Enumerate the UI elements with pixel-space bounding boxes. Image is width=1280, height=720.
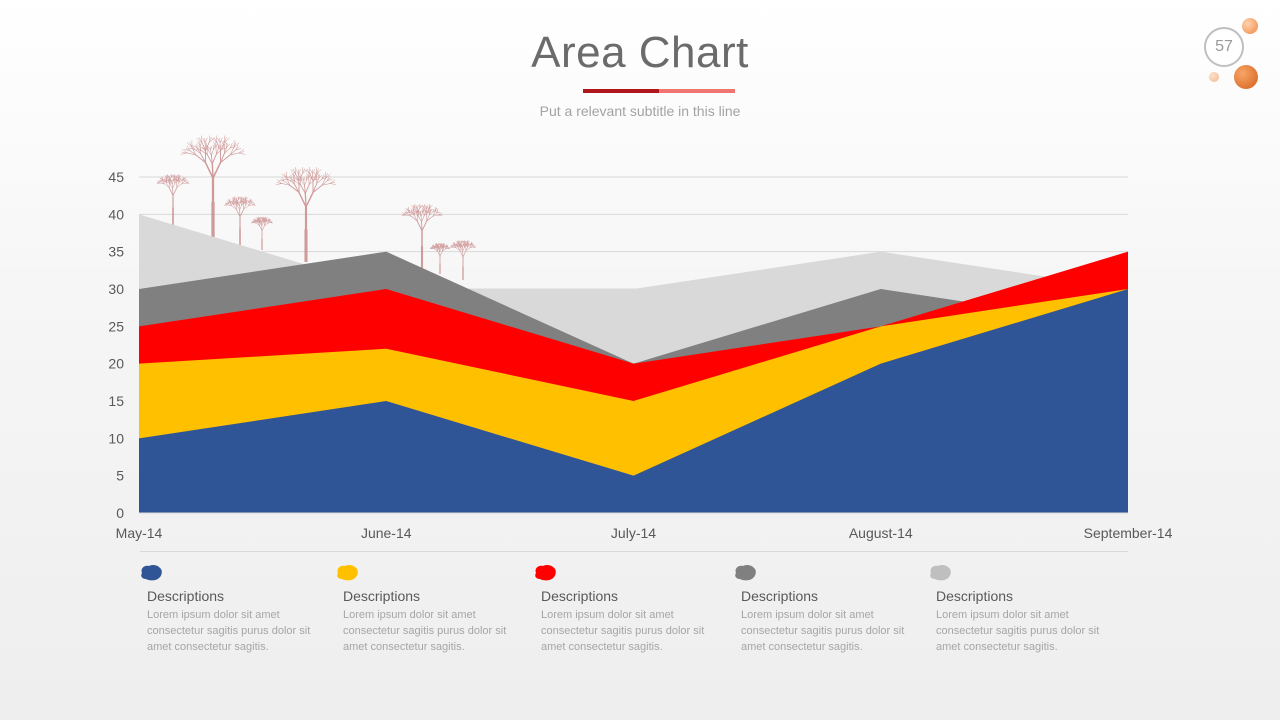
legend-swatch-icon	[535, 564, 556, 581]
x-tick-label: July-14	[611, 525, 656, 541]
underline-light-segment	[659, 89, 735, 93]
page-number-badge: 57	[1204, 27, 1244, 67]
area-chart: 0 5 10 15 20 25 30 35 40 45 May-14 June-14 July-14 Au…	[108, 135, 1173, 541]
chart-axes: 0 5 10 15 20 25 30 35 40 45 May-14 June-14 July-14 Au…	[108, 169, 1172, 541]
bare-tree-icon	[429, 242, 451, 274]
legend-description: Lorem ipsum dolor sit amet consectetur s…	[343, 609, 507, 653]
y-tick-label: 5	[116, 468, 124, 484]
page-subtitle: Put a relevant subtitle in this line	[539, 103, 741, 119]
legend-title: Descriptions	[343, 588, 421, 604]
bare-tree-icon	[251, 216, 273, 250]
y-tick-label: 25	[108, 318, 124, 334]
bare-tree-icon	[180, 135, 246, 237]
legend-description: Lorem ipsum dolor sit amet consectetur s…	[936, 609, 1100, 653]
legend-divider	[140, 551, 1128, 552]
legend-swatch-icon	[735, 564, 756, 581]
legend-swatch-icon	[141, 564, 162, 581]
decor-dot-top	[1242, 18, 1258, 34]
decor-dot-small	[1209, 72, 1219, 82]
y-tick-label: 40	[108, 206, 124, 222]
legend-title: Descriptions	[741, 588, 819, 604]
legend-swatch-icon	[337, 564, 358, 581]
title-underline	[583, 89, 735, 93]
legend-description: Lorem ipsum dolor sit amet consectetur s…	[147, 609, 311, 653]
legend-description: Lorem ipsum dolor sit amet consectetur s…	[741, 609, 905, 653]
legend-title: Descriptions	[147, 588, 225, 604]
x-tick-label: May-14	[116, 525, 163, 541]
tree-decoration	[156, 135, 476, 280]
y-tick-label: 35	[108, 244, 124, 260]
chart-areas	[139, 214, 1128, 514]
legend-description: Lorem ipsum dolor sit amet consectetur s…	[541, 609, 705, 653]
y-tick-label: 15	[108, 393, 124, 409]
y-tick-label: 10	[108, 430, 124, 446]
page-title: Area Chart	[531, 28, 749, 77]
y-tick-label: 20	[108, 356, 124, 372]
y-tick-label: 45	[108, 169, 124, 185]
legend-title: Descriptions	[936, 588, 1014, 604]
legend-title: Descriptions	[541, 588, 619, 604]
y-tick-label: 30	[108, 281, 124, 297]
bare-tree-icon	[401, 203, 443, 268]
bare-tree-icon	[156, 174, 190, 225]
page-number: 57	[1215, 38, 1233, 55]
legend-swatch-icon	[930, 564, 951, 581]
underline-dark-segment	[583, 89, 659, 93]
x-tick-label: August-14	[849, 525, 913, 541]
area-series-5	[139, 289, 1128, 513]
decor-dot-big	[1234, 65, 1258, 89]
y-tick-label: 0	[116, 505, 124, 521]
x-tick-label: June-14	[361, 525, 412, 541]
bare-tree-icon	[275, 167, 337, 262]
bare-tree-icon	[450, 240, 476, 280]
bare-tree-icon	[224, 196, 256, 245]
x-tick-label: September-14	[1084, 525, 1173, 541]
